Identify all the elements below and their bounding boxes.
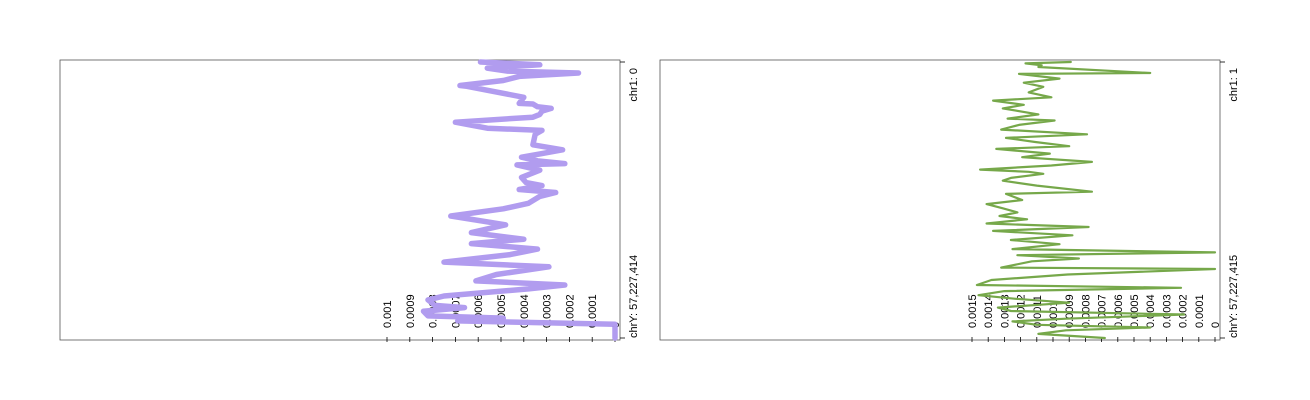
genome-end-label: chrY: 57,227,415 xyxy=(1228,255,1240,338)
value-tick-label: 0.0013 xyxy=(999,294,1011,328)
value-tick-label: 0.0005 xyxy=(1129,294,1141,328)
series-line xyxy=(420,59,618,341)
value-tick-label: 0.0007 xyxy=(1097,294,1109,328)
value-tick-label: 0.0008 xyxy=(1080,294,1092,328)
plot-frame xyxy=(659,59,1221,341)
value-tick-label: 0.0015 xyxy=(967,294,979,328)
value-tick-label: 0.001 xyxy=(1048,300,1060,328)
value-tick-label: 0.0001 xyxy=(587,294,599,328)
value-tick-label: 0.001 xyxy=(382,300,394,328)
value-tick-label: 0.0001 xyxy=(1194,294,1206,328)
genome-end-label: chrY: 57,227,414 xyxy=(628,255,640,338)
value-tick-label: 0.0002 xyxy=(1178,294,1190,328)
value-tick-label: 0.0002 xyxy=(564,294,576,328)
genome-start-label: chr1: 1 xyxy=(1228,68,1240,102)
value-tick-label: 0.0014 xyxy=(983,294,995,328)
value-tick-label: 0.0009 xyxy=(405,294,417,328)
value-tick-label: 0.0004 xyxy=(1145,294,1157,328)
right-chart-panel: chr1: 1 chrY: 57,227,415 0.0015 0.0014 0.001… xyxy=(659,59,1240,342)
plot-frame xyxy=(59,59,621,341)
value-tick-label: 0 xyxy=(1210,322,1222,328)
genome-start-label: chr1: 0 xyxy=(628,68,640,102)
series-line xyxy=(975,60,1217,340)
value-tick-label: 0.0003 xyxy=(542,294,554,328)
value-tick-label: 0.0003 xyxy=(1161,294,1173,328)
value-tick-label: 0.0006 xyxy=(1113,294,1125,328)
